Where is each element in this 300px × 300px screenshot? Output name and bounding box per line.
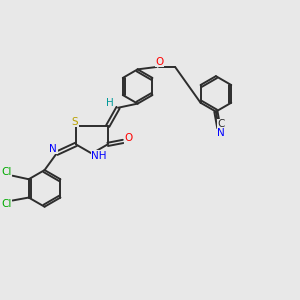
Text: Cl: Cl xyxy=(2,167,12,177)
Text: N: N xyxy=(217,128,225,138)
Text: O: O xyxy=(155,57,163,67)
Text: N: N xyxy=(50,144,57,154)
Text: O: O xyxy=(124,134,133,143)
Text: C: C xyxy=(218,119,225,129)
Text: Cl: Cl xyxy=(2,199,12,209)
Text: H: H xyxy=(106,98,114,108)
Text: NH: NH xyxy=(92,151,107,161)
Text: S: S xyxy=(72,117,78,127)
